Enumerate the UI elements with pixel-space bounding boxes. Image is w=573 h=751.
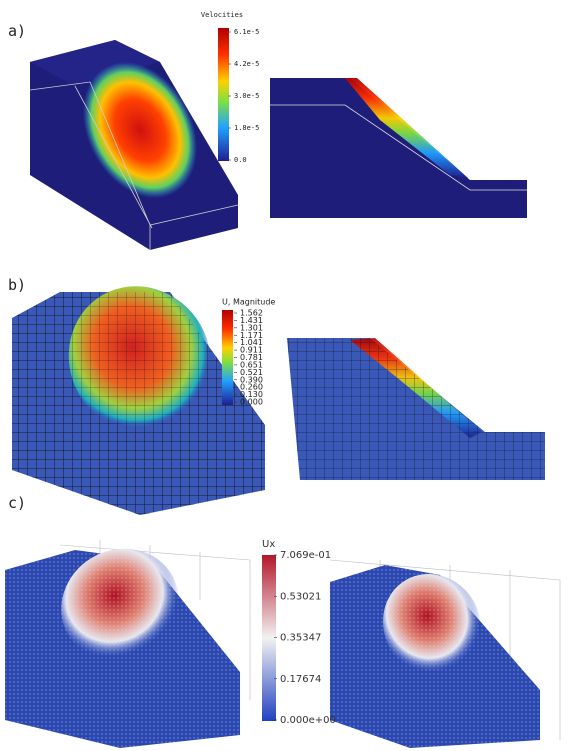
colorbar-tick-label: 0.651 <box>240 360 263 369</box>
colorbar-tick-label: 3.0e-5 <box>234 92 259 100</box>
model-3d-a <box>29 40 239 250</box>
colorbar-tick-label: 0.260 <box>240 383 263 392</box>
colorbar-tick-label: 0.390 <box>240 375 263 384</box>
colorbar-tick-label: 0.000 <box>240 398 263 407</box>
colorbar-tick-label: 1.041 <box>240 338 263 347</box>
colorbar-tick-label: 0.130 <box>240 390 263 399</box>
colorbar-tick-label: 0.521 <box>240 368 263 377</box>
colorbar-tick-label: 0.0 <box>234 156 247 164</box>
colorbar-tick-label: 0.911 <box>240 346 263 355</box>
model-3d-c <box>5 540 251 748</box>
panel-label: a) <box>8 22 26 40</box>
colorbar-tick-label: 1.301 <box>240 323 263 332</box>
colorbar-tick-label: 7.069e-01 <box>280 550 331 561</box>
colorbar-tick-label: 0.35347 <box>280 633 321 644</box>
colorbar-title: Ux <box>262 539 275 550</box>
colorbar-tick-label: 0.17674 <box>280 674 321 685</box>
colorbar-title: Velocities <box>201 11 243 19</box>
colorbar-tick-label: 1.431 <box>240 316 263 325</box>
colorbar-tick-label: 0.53021 <box>280 591 321 602</box>
colorbar <box>222 310 233 405</box>
colorbar-tick-label: 1.171 <box>240 331 263 340</box>
colorbar-title: U, Magnitude <box>222 298 275 307</box>
colorbar-tick-label: 0.781 <box>240 353 263 362</box>
model-3d-b <box>12 286 265 515</box>
colorbar-tick-label: 4.2e-5 <box>234 60 259 68</box>
panel-label: c) <box>8 494 26 512</box>
model-3d-b-side <box>287 338 545 480</box>
colorbar-tick-label: 1.8e-5 <box>234 124 259 132</box>
model-2d-a <box>270 78 527 218</box>
model-3d-c-right <box>329 559 561 748</box>
colorbar <box>218 28 229 161</box>
colorbar <box>262 555 276 721</box>
colorbar-tick-label: 0.000e+00 <box>280 715 336 726</box>
colorbar-tick-label: 6.1e-5 <box>234 28 259 36</box>
panel-label: b) <box>8 276 26 294</box>
colorbar-tick-label: 1.562 <box>240 309 263 318</box>
